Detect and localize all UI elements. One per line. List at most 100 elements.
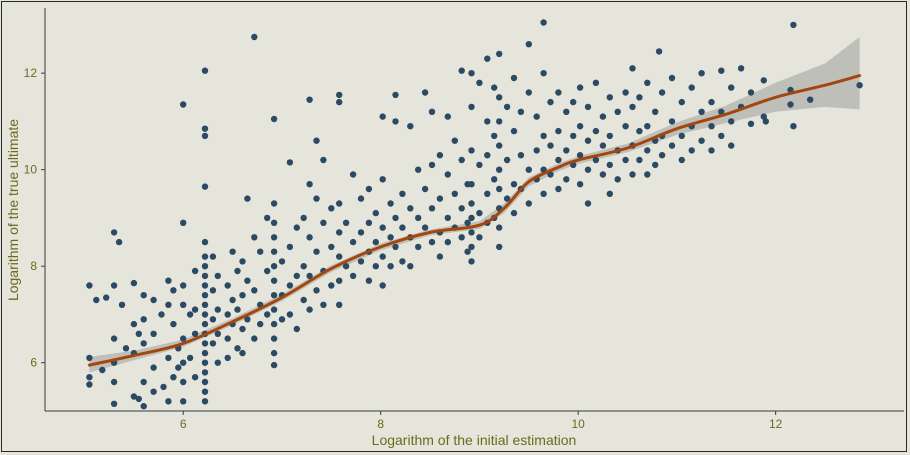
data-point	[584, 103, 592, 111]
data-point	[379, 224, 386, 231]
data-point	[160, 383, 167, 391]
data-point	[209, 340, 217, 347]
data-point	[224, 335, 231, 342]
data-point	[678, 98, 685, 106]
y-tick-label: 10	[24, 163, 38, 177]
data-point	[251, 335, 258, 342]
data-point	[547, 142, 554, 149]
data-point	[747, 120, 755, 128]
data-point	[201, 183, 209, 190]
data-point	[436, 195, 444, 202]
data-point	[760, 113, 767, 120]
data-point	[201, 263, 209, 270]
data-point	[336, 98, 343, 106]
data-point	[201, 349, 209, 357]
data-point	[300, 214, 307, 222]
data-point	[336, 229, 343, 236]
data-point	[328, 282, 335, 289]
data-point	[584, 137, 592, 144]
data-point	[622, 123, 629, 130]
data-point	[209, 316, 217, 323]
data-point	[365, 277, 373, 284]
data-point	[525, 200, 532, 207]
data-point	[201, 238, 209, 246]
data-point	[115, 238, 123, 246]
data-point	[264, 214, 271, 222]
x-axis-title: Logarithm of the initial estimation	[372, 432, 577, 448]
data-point	[599, 113, 607, 120]
data-point	[201, 378, 209, 386]
data-point	[407, 123, 414, 130]
data-point	[644, 147, 651, 154]
data-point	[555, 156, 562, 164]
data-point	[270, 292, 278, 299]
data-point	[576, 84, 584, 91]
data-point	[428, 238, 436, 246]
data-point	[170, 320, 177, 328]
data-point	[270, 200, 278, 207]
data-point	[191, 306, 199, 313]
data-point	[234, 306, 241, 313]
data-point	[93, 296, 100, 304]
data-point	[576, 152, 584, 159]
data-point	[688, 147, 695, 154]
data-point	[239, 349, 246, 357]
data-point	[436, 152, 444, 159]
data-point	[103, 294, 110, 301]
data-point	[517, 108, 525, 116]
data-point	[180, 219, 187, 226]
data-point	[180, 335, 187, 342]
data-point	[286, 243, 294, 251]
data-point	[264, 311, 271, 318]
data-point	[563, 108, 570, 116]
data-point	[186, 354, 194, 362]
data-point	[592, 156, 600, 164]
data-point	[392, 118, 399, 125]
data-point	[428, 108, 436, 116]
data-point	[165, 277, 172, 284]
data-point	[484, 55, 491, 62]
data-point	[622, 156, 629, 164]
data-point	[130, 320, 138, 328]
data-point	[655, 48, 663, 55]
data-point	[180, 378, 187, 386]
data-point	[270, 115, 278, 123]
data-point	[270, 320, 278, 328]
data-point	[428, 205, 436, 212]
data-point	[306, 96, 313, 103]
data-point	[510, 74, 518, 82]
x-ticks-layer: 6 8 10 12	[180, 411, 783, 431]
y-tick-label: 8	[30, 259, 37, 273]
data-point	[644, 171, 651, 178]
data-point	[365, 219, 373, 226]
data-point	[251, 234, 258, 241]
data-point	[476, 209, 483, 217]
data-point	[540, 190, 547, 197]
data-point	[525, 41, 532, 48]
data-point	[201, 301, 209, 308]
data-point	[175, 364, 182, 371]
data-point	[180, 301, 187, 308]
data-point	[170, 374, 177, 381]
data-point	[110, 400, 118, 407]
data-point	[718, 108, 725, 116]
data-point	[468, 243, 475, 251]
data-point	[201, 388, 209, 395]
data-point	[270, 248, 278, 255]
data-point	[496, 94, 503, 101]
data-point	[496, 166, 503, 173]
data-point	[533, 147, 540, 154]
data-point	[244, 195, 251, 202]
data-point	[636, 156, 643, 164]
data-point	[135, 330, 142, 337]
data-point	[496, 142, 503, 149]
data-point	[165, 398, 172, 405]
data-point	[328, 205, 335, 212]
data-point	[606, 190, 613, 197]
data-point	[270, 349, 278, 357]
data-point	[444, 214, 451, 222]
data-point	[421, 89, 429, 96]
data-point	[379, 176, 386, 183]
data-point	[349, 238, 357, 246]
